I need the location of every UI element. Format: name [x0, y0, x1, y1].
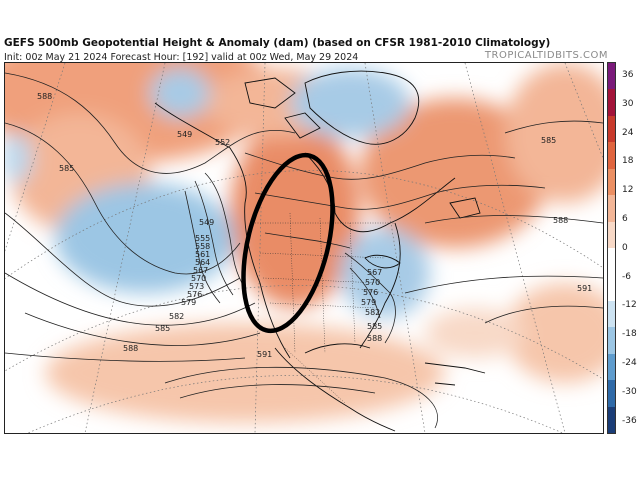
contour-label: 585 [59, 164, 74, 173]
contour-label: 558 [195, 242, 210, 251]
colorbar-tick-label: 0 [622, 242, 628, 253]
contour-label: 567 [193, 266, 208, 275]
colorbar-tick-label: 36 [622, 70, 634, 80]
contour-labels: 588 585 549 552 555 558 561 564 567 570 … [37, 92, 592, 359]
colorbar-tick-label: 6 [622, 214, 628, 224]
colorbar-segment [608, 89, 615, 117]
contour-label: 552 [215, 138, 230, 147]
contour-label: 549 [177, 130, 192, 139]
colorbar-segment [608, 115, 615, 143]
contour-label: 555 [195, 234, 210, 243]
colorbar-tick-label: -30 [622, 386, 637, 397]
contour-label: 549 [199, 218, 214, 227]
colorbar-segment [608, 274, 615, 302]
contour-label: 591 [257, 350, 272, 359]
colorbar-tick-label: -6 [622, 271, 631, 282]
colorbar-tick-label: 30 [622, 98, 634, 109]
contour-label: 579 [181, 298, 196, 307]
map-panel: 588 585 549 552 555 558 561 564 567 570 … [4, 62, 604, 434]
height-contours [5, 72, 603, 429]
contour-label: 561 [195, 250, 210, 259]
colorbar-tick-label: 24 [622, 127, 634, 138]
contour-label: 585 [155, 324, 170, 333]
contour-label: 588 [37, 92, 52, 101]
contour-label: 585 [367, 322, 382, 331]
contour-label: 576 [363, 288, 378, 297]
colorbar-segment [608, 221, 615, 249]
colorbar-segment [608, 63, 615, 90]
contour-label: 588 [123, 344, 138, 353]
contour-label: 591 [577, 284, 592, 293]
contour-label: 588 [367, 334, 382, 343]
contour-label: 585 [541, 136, 556, 145]
contour-label: 567 [367, 268, 382, 277]
colorbar-segment [608, 142, 615, 170]
contour-label: 570 [365, 278, 380, 287]
colorbar-tick-label: -18 [622, 329, 637, 340]
map-subtitle: Init: 00z May 21 2024 Forecast Hour: [19… [4, 52, 359, 63]
map-title: GEFS 500mb Geopotential Height & Anomaly… [4, 37, 551, 49]
colorbar-segment [608, 300, 615, 328]
colorbar-segment [608, 195, 615, 223]
colorbar-segment [608, 353, 615, 381]
annotation-ellipse [241, 152, 335, 334]
coastlines [154, 70, 486, 432]
political-borders [255, 212, 395, 404]
contour-label: 573 [189, 282, 204, 291]
colorbar-segment [608, 248, 615, 275]
contour-label: 582 [365, 308, 380, 317]
colorbar-segment [608, 168, 615, 196]
anomaly-shading [5, 63, 603, 423]
colorbar-tick-label: -24 [622, 358, 637, 368]
anomaly-colorbar [607, 62, 616, 434]
contour-label: 564 [195, 258, 210, 267]
contour-label: 588 [553, 216, 568, 225]
contour-label: 570 [191, 274, 206, 283]
colorbar-tick-label: 12 [622, 185, 634, 196]
colorbar-segment [608, 380, 615, 408]
colorbar-segment [608, 406, 615, 434]
colorbar-tick-label: -36 [622, 415, 637, 426]
contour-label: 579 [361, 298, 376, 307]
contour-label: 582 [169, 312, 184, 321]
colorbar-segment [608, 327, 615, 355]
colorbar-tick-label: 18 [622, 156, 634, 167]
colorbar-tick-label: -12 [622, 300, 637, 311]
contour-label: 576 [187, 290, 202, 299]
credit-watermark: TROPICALTIDBITS.COM [484, 50, 608, 61]
graticule [5, 63, 603, 433]
